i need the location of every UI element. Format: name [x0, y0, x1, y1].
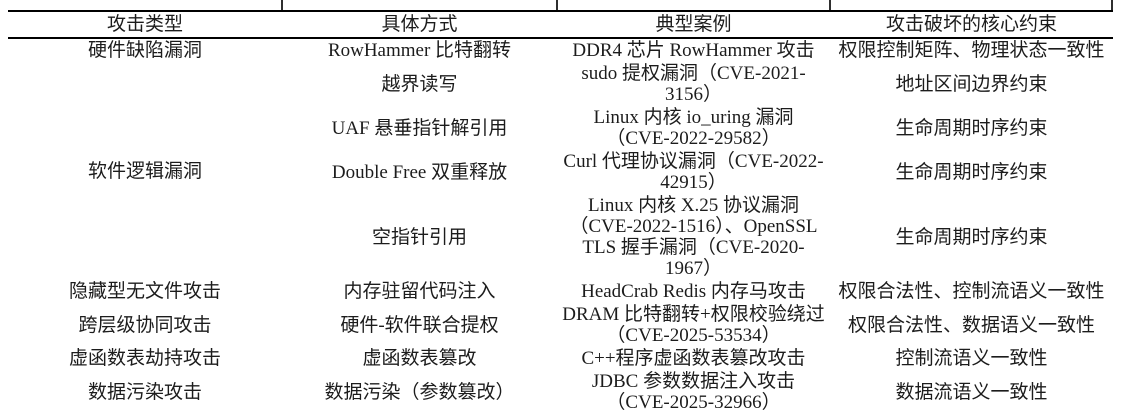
- attack-type-cell: 虚函数表劫持攻击: [68, 348, 221, 369]
- method-cell: 数据污染（参数篡改）: [324, 381, 515, 403]
- method-cell: Double Free 双重释放: [331, 161, 508, 183]
- method-cell: 硬件-软件联合提权: [340, 314, 499, 336]
- constraint-cell: 权限合法性、控制流语义一致性: [838, 281, 1105, 302]
- table-row: 空指针引用 Linux 内核 X.25 协议漏洞（CVE-2022-1516）、O…: [8, 194, 1113, 280]
- method-cell: 虚函数表篡改: [362, 348, 477, 369]
- attack-type-cell: 跨层级协同攻击: [78, 314, 212, 336]
- col-header-typical-case: 典型案例: [557, 11, 830, 39]
- column-divider-tick: [1111, 0, 1113, 11]
- method-cell: 空指针引用: [371, 226, 467, 248]
- case-cell: sudo 提权漏洞（CVE-2021-3156）: [581, 63, 806, 105]
- case-cell: HeadCrab Redis 内存马攻击: [581, 281, 806, 302]
- constraint-cell: 生命周期时序约束: [895, 226, 1048, 248]
- table-row: 数据污染攻击 数据污染（参数篡改） JDBC 参数数据注入攻击（CVE-2025-3…: [8, 370, 1113, 412]
- table-row: 硬件缺陷漏洞 RowHammer 比特翻转 DDR4 芯片 RowHammer 攻击…: [8, 38, 1113, 62]
- case-cell: JDBC 参数数据注入攻击（CVE-2025-32966）: [591, 371, 796, 412]
- table-body: 硬件缺陷漏洞 RowHammer 比特翻转 DDR4 芯片 RowHammer 攻击…: [8, 38, 1113, 412]
- table-row: UAF 悬垂指针解引用 Linux 内核 io_uring 漏洞（CVE-2022…: [8, 106, 1113, 150]
- constraint-cell: 生命周期时序约束: [895, 117, 1048, 139]
- case-cell: C++程序虚函数表篡改攻击: [581, 348, 806, 369]
- table-row: 虚函数表劫持攻击 虚函数表篡改 C++程序虚函数表篡改攻击 控制流语义一致性: [8, 347, 1113, 370]
- attack-types-table: 攻击类型 具体方式 典型案例 攻击破坏的核心约束 硬件缺陷漏洞 RowHammer…: [8, 10, 1113, 412]
- attack-type-cell: 软件逻辑漏洞: [87, 160, 202, 182]
- table-row: Double Free 双重释放 Curl 代理协议漏洞（CVE-2022-429…: [8, 150, 1113, 194]
- case-cell: DDR4 芯片 RowHammer 攻击: [572, 40, 815, 61]
- constraint-cell: 数据流语义一致性: [895, 381, 1048, 403]
- attack-type-cell: 数据污染攻击: [87, 381, 202, 403]
- constraint-cell: 生命周期时序约束: [895, 161, 1048, 183]
- method-cell: RowHammer 比特翻转: [327, 40, 512, 61]
- column-divider-tick: [829, 0, 831, 11]
- col-header-attack-type: 攻击类型: [8, 11, 282, 39]
- col-header-method: 具体方式: [282, 11, 557, 39]
- table-row: 软件逻辑漏洞 越界读写 sudo 提权漏洞（CVE-2021-3156） 地址区间边界…: [8, 62, 1113, 182]
- case-cell: Linux 内核 io_uring 漏洞（CVE-2022-29582）: [593, 107, 794, 149]
- method-cell: 越界读写: [381, 73, 458, 95]
- attack-type-cell: 硬件缺陷漏洞: [87, 40, 202, 61]
- col-header-core-constraint: 攻击破坏的核心约束: [830, 11, 1113, 39]
- constraint-cell: 权限合法性、数据语义一致性: [847, 314, 1095, 336]
- method-cell: 内存驻留代码注入: [343, 281, 496, 302]
- header-row: 攻击类型 具体方式 典型案例 攻击破坏的核心约束: [8, 11, 1113, 39]
- column-divider-tick: [281, 0, 283, 11]
- attack-type-cell: 隐藏型无文件攻击: [68, 281, 221, 302]
- constraint-cell: 地址区间边界约束: [895, 73, 1048, 95]
- case-cell: DRAM 比特翻转+权限校验绕过（CVE-2025-53534）: [562, 304, 825, 346]
- case-cell: Curl 代理协议漏洞（CVE-2022-42915）: [563, 151, 824, 193]
- case-cell: Linux 内核 X.25 协议漏洞（CVE-2022-1516）、OpenSS…: [569, 195, 818, 279]
- table-row: 跨层级协同攻击 硬件-软件联合提权 DRAM 比特翻转+权限校验绕过（CVE-202…: [8, 303, 1113, 347]
- method-cell: UAF 悬垂指针解引用: [331, 117, 508, 139]
- constraint-cell: 权限控制矩阵、物理状态一致性: [838, 40, 1105, 61]
- constraint-cell: 控制流语义一致性: [895, 348, 1048, 369]
- column-divider-tick: [556, 0, 558, 11]
- table-row: 隐藏型无文件攻击 内存驻留代码注入 HeadCrab Redis 内存马攻击 权限合法…: [8, 280, 1113, 303]
